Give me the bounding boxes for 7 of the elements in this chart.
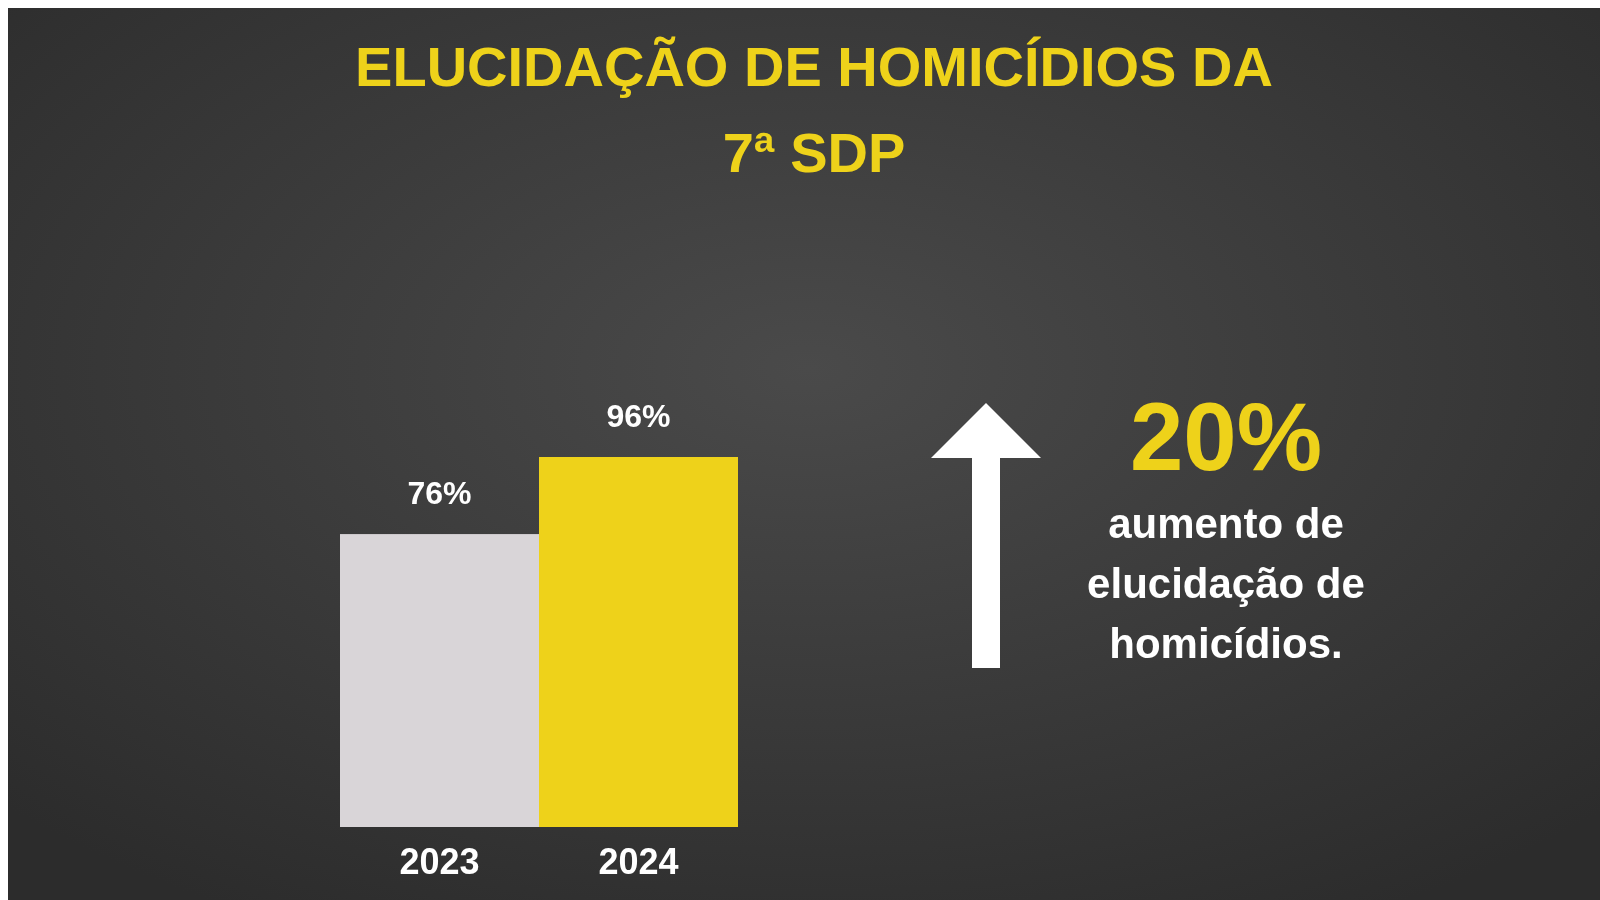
x-tick-label: 2023 — [399, 841, 480, 882]
x-tick-label: 2024 — [598, 841, 679, 882]
text: 20% — [1129, 383, 1323, 490]
chart-title: ELUCIDAÇÃO DE HOMICÍDIOS DA 7ª SDP — [355, 35, 1273, 184]
data-label: 96% — [606, 398, 671, 434]
data-label: 76% — [407, 475, 472, 512]
text: aumento de elucidação de homicídios. — [1087, 500, 1365, 667]
